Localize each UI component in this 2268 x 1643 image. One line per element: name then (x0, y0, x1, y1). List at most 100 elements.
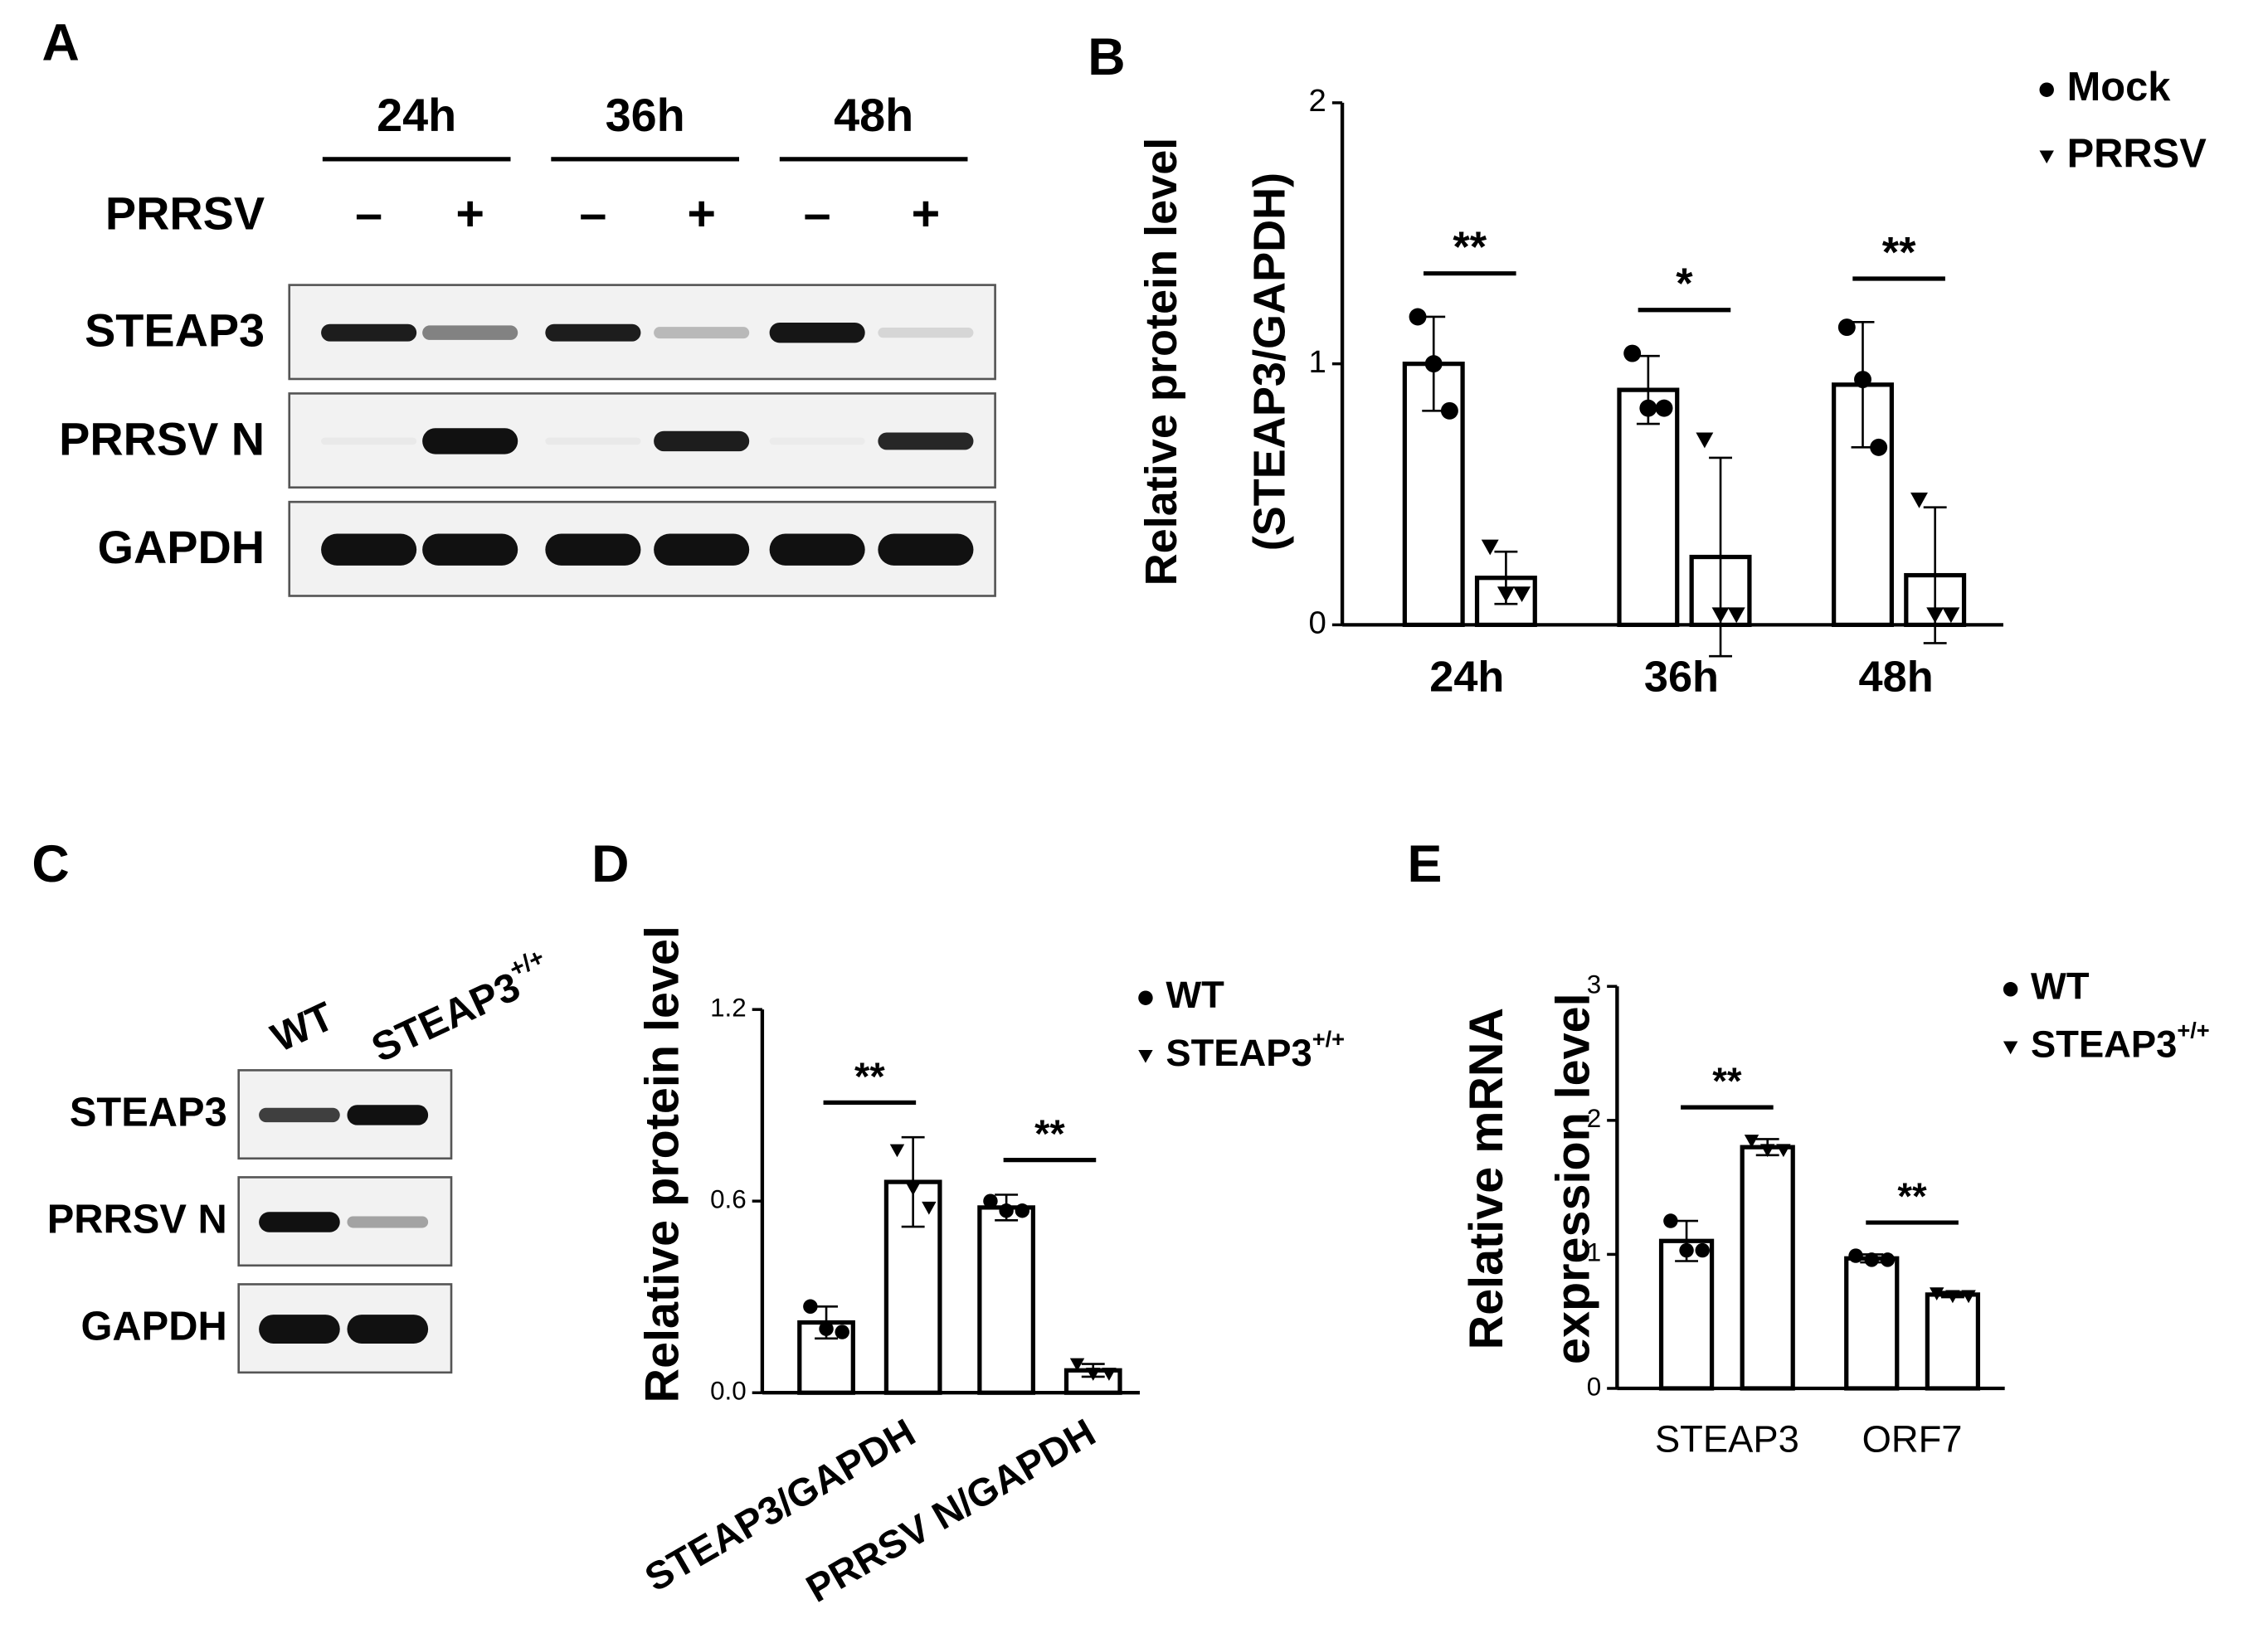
x-tick-label: 36h (1644, 653, 1719, 701)
lane-label-main: STEAP3 (365, 964, 527, 1071)
legend-label-sup: +/+ (2177, 1018, 2209, 1043)
data-point (1870, 438, 1888, 456)
blot-band (545, 437, 641, 445)
data-point (905, 1182, 921, 1196)
legend-marker (1138, 990, 1153, 1005)
blot-band (321, 533, 417, 566)
x-tick-label: ORF7 (1862, 1417, 1963, 1460)
data-point (1848, 1248, 1863, 1263)
blot-band (259, 1212, 340, 1232)
legend-label: PRRSV (2067, 131, 2207, 176)
blot-band (321, 323, 417, 342)
blot-band (259, 1315, 340, 1344)
y-tick-label: 2 (1309, 83, 1326, 119)
y-tick-label: 2 (1587, 1104, 1601, 1133)
significance-label: ** (1034, 1111, 1065, 1155)
bar (1925, 1292, 1981, 1391)
blot-band (321, 437, 417, 445)
data-point (1759, 1144, 1775, 1158)
legend-label: STEAP3+/+ (1166, 1026, 1345, 1074)
data-point (889, 1144, 905, 1158)
treatment-sign: – (355, 185, 382, 241)
bar (1658, 1238, 1715, 1391)
legend-marker (1138, 1049, 1153, 1063)
blot-band (878, 432, 974, 450)
legend-label-main: STEAP3 (1166, 1032, 1312, 1074)
treatment-sign: – (804, 185, 831, 241)
data-point (1711, 607, 1730, 624)
blot-band (347, 1216, 429, 1228)
significance-label: ** (1882, 229, 1916, 277)
data-point (1102, 1368, 1117, 1381)
time-label: 36h (606, 89, 685, 141)
panel-label: B (1088, 28, 1125, 86)
legend-label: WT (1166, 974, 1224, 1016)
blot-row-label: GAPDH (98, 521, 265, 573)
blot-band (769, 322, 865, 343)
y-tick-label: 1 (1309, 344, 1326, 380)
blot-row-label: STEAP3 (85, 304, 265, 357)
bar (1617, 387, 1680, 627)
panel-label: A (42, 13, 80, 71)
treatment-sign: + (455, 185, 484, 241)
significance-label: ** (1897, 1175, 1927, 1218)
blot-row-label: PRRSV N (47, 1197, 227, 1242)
y-axis-label: expression level (1547, 993, 1600, 1364)
data-point (1837, 318, 1856, 337)
data-point (1663, 1213, 1678, 1228)
lane-label: STEAP3+/+ (363, 943, 559, 1071)
data-point (922, 1201, 937, 1215)
data-point (1440, 401, 1458, 420)
blot-band (422, 428, 518, 454)
x-tick-label: STEAP3 (1655, 1417, 1799, 1460)
data-point (1744, 1135, 1759, 1148)
x-tick-label: PRRSV N/GAPDH (799, 1410, 1102, 1611)
blot-band (259, 1107, 340, 1123)
blot-band (422, 533, 518, 566)
legend-label: Mock (2067, 65, 2172, 109)
blot-band (654, 430, 750, 452)
data-point (1623, 344, 1642, 362)
blot-band (545, 533, 641, 566)
y-axis-label: Relative protein level (1136, 138, 1186, 586)
data-point (1015, 1203, 1030, 1218)
y-axis-label: Relative mRNA (1460, 1008, 1513, 1349)
data-point (1639, 399, 1657, 417)
legend-label-main: STEAP3 (2031, 1023, 2177, 1065)
significance-label: ** (1453, 224, 1487, 272)
treatment-label: PRRSV (105, 187, 265, 239)
y-tick-label: 3 (1587, 970, 1601, 999)
time-label: 48h (834, 89, 913, 141)
blot-band (347, 1315, 429, 1344)
data-point (1481, 539, 1499, 556)
y-tick-label: 0.0 (710, 1377, 747, 1406)
blot-band (654, 533, 750, 566)
panel-label: D (591, 835, 629, 893)
blot-band (878, 328, 974, 338)
data-point (1424, 355, 1443, 373)
data-point (1695, 1242, 1710, 1258)
data-point (1086, 1368, 1101, 1381)
data-point (1727, 607, 1745, 624)
data-point (835, 1325, 849, 1339)
data-point (1942, 607, 1960, 624)
significance-label: * (1676, 260, 1693, 309)
data-point (999, 1203, 1014, 1218)
blot-band (422, 325, 518, 340)
data-point (1854, 371, 1871, 388)
legend-marker (2003, 982, 2018, 997)
panel-label: E (1408, 835, 1443, 893)
blot-band (347, 1105, 429, 1125)
data-point (1880, 1252, 1896, 1267)
blot-band (878, 533, 974, 566)
blot-row-label: STEAP3 (70, 1090, 227, 1135)
data-point (1945, 1290, 1960, 1304)
y-axis-label: Relative protein level (635, 926, 689, 1402)
data-point (1926, 607, 1944, 624)
y-tick-label: 1.2 (710, 993, 747, 1022)
treatment-sign: – (579, 185, 606, 241)
bar (1740, 1145, 1795, 1391)
blot-row-label: GAPDH (80, 1304, 226, 1349)
legend-label-sup: +/+ (1312, 1026, 1345, 1052)
lane-label: WT (265, 994, 341, 1061)
